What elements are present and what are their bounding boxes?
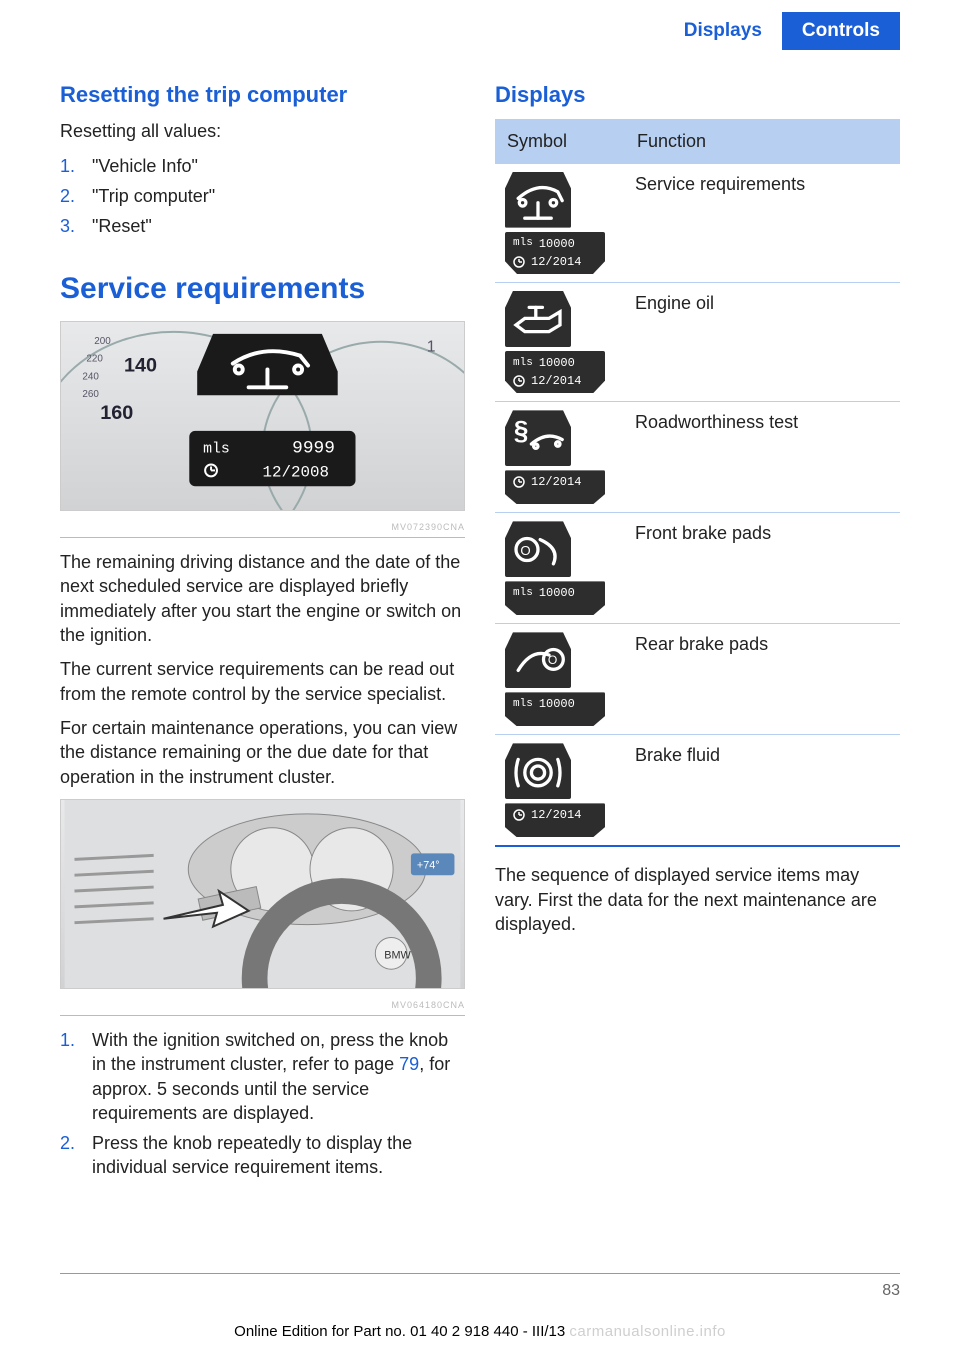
- car-lift-icon: [505, 172, 571, 228]
- table-row: Omls10000Rear brake pads: [495, 624, 900, 735]
- svg-text:§: §: [514, 415, 529, 445]
- body-text: The remaining driving distance and the d…: [60, 550, 465, 647]
- function-cell: Service requirements: [625, 164, 900, 283]
- svg-text:220: 220: [86, 354, 103, 365]
- symbol-function-table: Symbol Function mls1000012/2014Service r…: [495, 119, 900, 847]
- function-cell: Brake fluid: [625, 735, 900, 847]
- svg-text:mls: mls: [203, 442, 230, 458]
- list-item: Press the knob repeatedly to display the…: [60, 1131, 465, 1180]
- svg-text:260: 260: [82, 389, 99, 400]
- right-column: Displays Symbol Function mls1000012/2014…: [495, 80, 900, 1186]
- table-header: Symbol: [495, 119, 625, 163]
- svg-text:140: 140: [124, 354, 157, 376]
- service-info-badge: mls1000012/2014: [505, 351, 605, 393]
- header-chapter-label: Controls: [782, 12, 900, 50]
- table-row: mls1000012/2014 Engine oil: [495, 283, 900, 402]
- symbol-cell: mls1000012/2014: [495, 283, 625, 402]
- heading-displays: Displays: [495, 80, 900, 110]
- brake-rear-icon: O: [505, 632, 571, 688]
- brake-front-icon: O: [505, 521, 571, 577]
- list-item: "Trip computer": [60, 184, 465, 208]
- figure-code: MV072390CNA: [60, 521, 465, 538]
- service-info-badge: 12/2014: [505, 470, 605, 504]
- paragraph-icon: §: [505, 410, 571, 466]
- service-info-badge: 12/2014: [505, 803, 605, 837]
- symbol-cell: mls1000012/2014: [495, 164, 625, 283]
- watermark: carmanualsonline.info: [569, 1323, 725, 1340]
- svg-text:1: 1: [427, 339, 436, 356]
- list-item: "Reset": [60, 214, 465, 238]
- heading-reset-trip: Resetting the trip computer: [60, 80, 465, 110]
- heading-service-req: Service requirements: [60, 269, 465, 310]
- reset-steps: "Vehicle Info" "Trip computer" "Reset": [60, 154, 465, 239]
- list-item: "Vehicle Info": [60, 154, 465, 178]
- reset-intro: Resetting all values:: [60, 119, 465, 143]
- svg-text:9999: 9999: [292, 439, 335, 459]
- function-cell: Engine oil: [625, 283, 900, 402]
- figure-steering-column: +74° BMW: [60, 799, 465, 989]
- function-cell: Front brake pads: [625, 513, 900, 624]
- page-header: Displays Controls: [0, 0, 960, 50]
- table-row: § 12/2014 Roadworthiness test: [495, 402, 900, 513]
- page-ref-link[interactable]: 79: [399, 1054, 419, 1074]
- service-info-badge: mls10000: [505, 581, 605, 615]
- symbol-cell: Omls10000: [495, 513, 625, 624]
- svg-text:240: 240: [82, 371, 99, 382]
- display-steps: With the ignition switched on, press the…: [60, 1028, 465, 1180]
- left-column: Resetting the trip computer Resetting al…: [60, 80, 465, 1186]
- function-cell: Rear brake pads: [625, 624, 900, 735]
- oil-can-icon: [505, 291, 571, 347]
- symbol-cell: Omls10000: [495, 624, 625, 735]
- svg-text:BMW: BMW: [384, 949, 411, 961]
- body-text: The sequence of displayed service items …: [495, 863, 900, 936]
- function-cell: Roadworthiness test: [625, 402, 900, 513]
- svg-text:O: O: [520, 543, 530, 558]
- table-row: 12/2014 Brake fluid: [495, 735, 900, 847]
- table-header: Function: [625, 119, 900, 163]
- svg-text:200: 200: [94, 336, 111, 347]
- figure-cluster-display: 200 220 240 260 140 160 1: [60, 321, 465, 511]
- step-text: Press the knob repeatedly to display the…: [92, 1133, 412, 1177]
- figure-code: MV064180CNA: [60, 999, 465, 1016]
- svg-text:+74°: +74°: [417, 859, 440, 871]
- brake-fluid-icon: [505, 743, 571, 799]
- footer-edition: Online Edition for Part no. 01 40 2 918 …: [234, 1323, 565, 1340]
- svg-text:12/2008: 12/2008: [263, 463, 330, 481]
- service-info-badge: mls10000: [505, 692, 605, 726]
- table-row: Omls10000Front brake pads: [495, 513, 900, 624]
- list-item: With the ignition switched on, press the…: [60, 1028, 465, 1125]
- svg-text:O: O: [548, 653, 557, 667]
- footer: Online Edition for Part no. 01 40 2 918 …: [0, 1322, 960, 1342]
- svg-text:160: 160: [100, 402, 133, 424]
- page-number: 83: [60, 1273, 900, 1302]
- body-text: For certain maintenance operations, you …: [60, 716, 465, 789]
- symbol-cell: 12/2014: [495, 735, 625, 847]
- step-text: With the ignition switched on, press the…: [92, 1030, 448, 1074]
- table-row: mls1000012/2014 Service requirements: [495, 164, 900, 283]
- symbol-cell: § 12/2014: [495, 402, 625, 513]
- service-info-badge: mls1000012/2014: [505, 232, 605, 274]
- header-section-label: Displays: [664, 12, 782, 50]
- body-text: The current service requirements can be …: [60, 657, 465, 706]
